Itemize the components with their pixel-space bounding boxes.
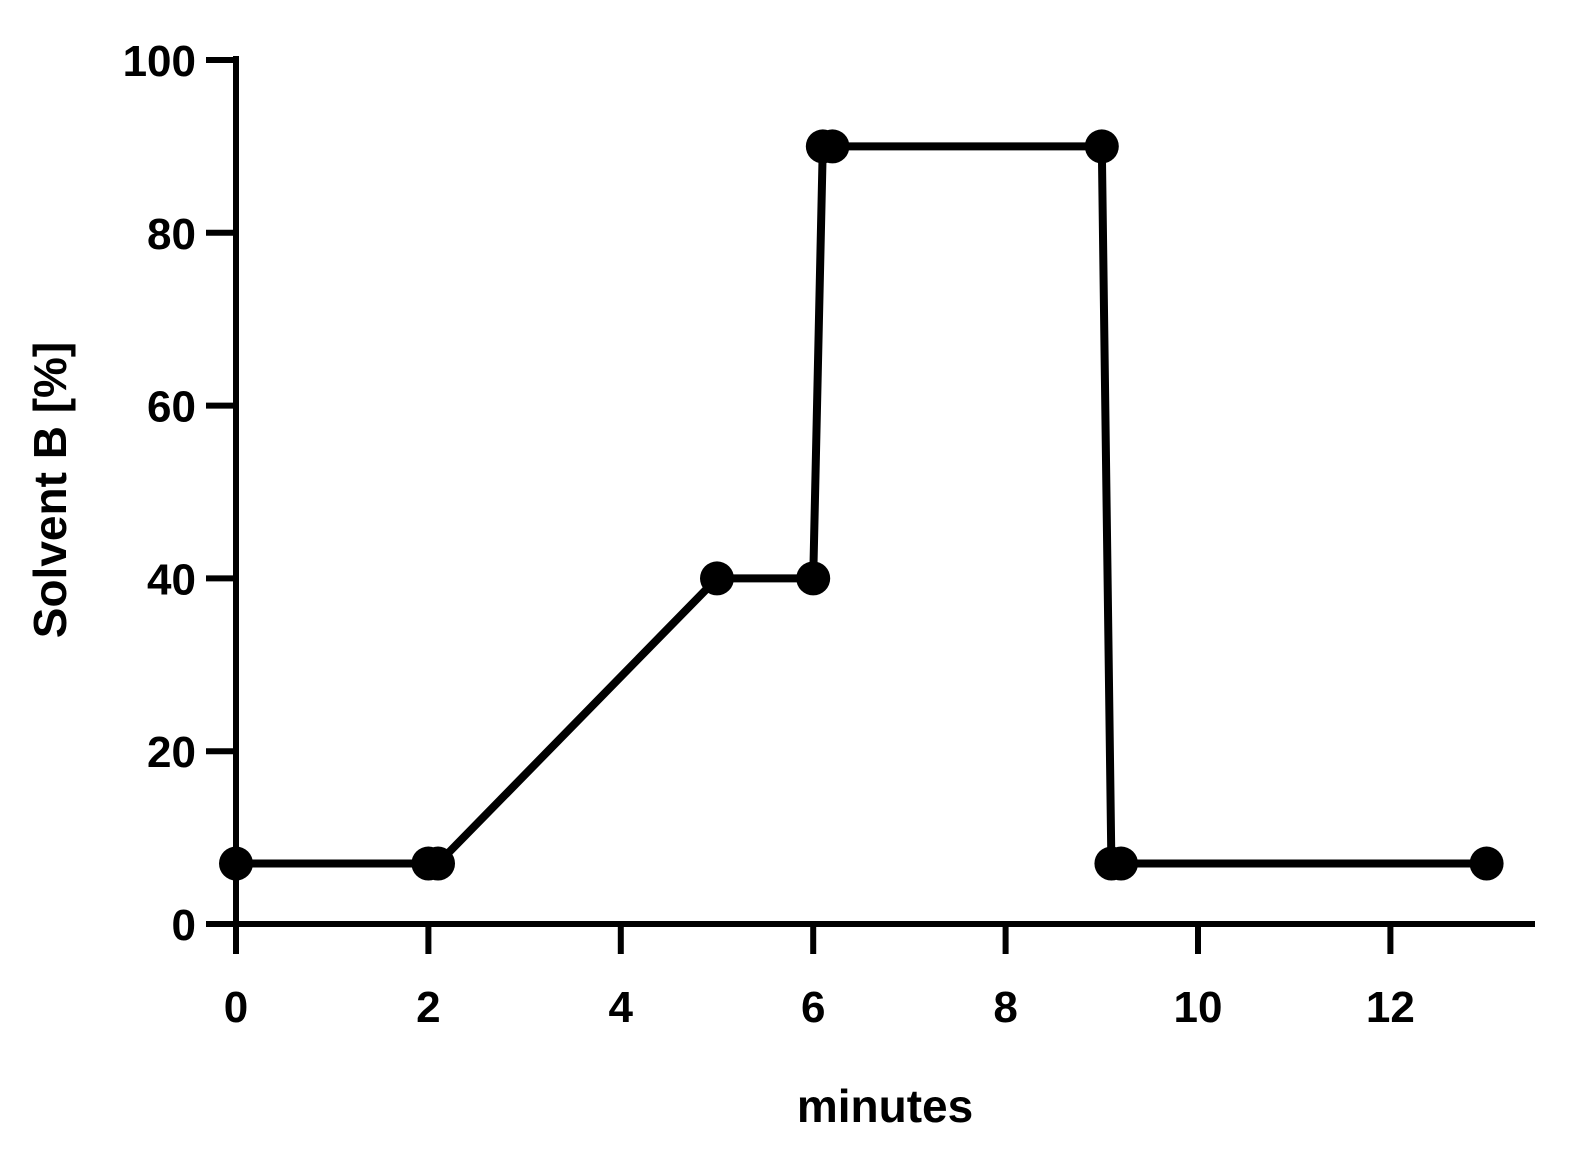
y-tick-label: 80 — [147, 210, 196, 259]
y-axis-title: Solvent B [%] — [24, 342, 76, 638]
data-point — [1104, 846, 1139, 881]
data-point — [700, 561, 734, 596]
x-axis-title: minutes — [797, 1080, 973, 1132]
y-tick-label: 0 — [172, 901, 196, 950]
data-point — [796, 561, 831, 596]
data-point — [1469, 846, 1504, 881]
series-line — [236, 142, 1487, 868]
y-tick-label: 100 — [123, 37, 196, 86]
x-tick-label: 2 — [416, 983, 440, 1032]
y-tick-label: 60 — [147, 383, 196, 432]
y-axis-ticks: 0 20 40 60 80 100 — [123, 37, 236, 950]
data-point — [421, 846, 456, 881]
x-tick-label: 0 — [224, 983, 248, 1032]
y-tick-label: 20 — [147, 728, 196, 777]
axes — [233, 56, 1535, 927]
data-point — [1084, 129, 1119, 164]
x-tick-label: 4 — [609, 983, 634, 1032]
x-axis-ticks: 0 2 4 6 8 10 12 — [224, 924, 1415, 1032]
y-tick-label: 40 — [147, 555, 196, 604]
series-gradient — [219, 129, 1504, 881]
x-tick-label: 8 — [993, 983, 1017, 1032]
data-point — [815, 129, 850, 164]
x-tick-label: 12 — [1366, 983, 1415, 1032]
data-point — [219, 846, 253, 881]
x-tick-label: 10 — [1174, 983, 1223, 1032]
x-tick-label: 6 — [801, 983, 825, 1032]
